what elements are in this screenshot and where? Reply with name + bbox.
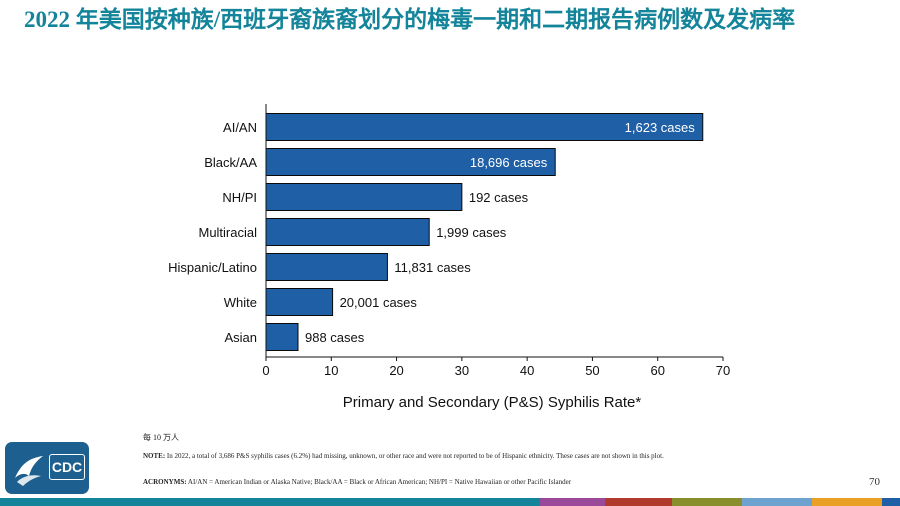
color-strip-segment (605, 498, 672, 506)
category-label: Black/AA (204, 155, 257, 170)
note-label: NOTE: (143, 452, 166, 460)
bar-hispanic-latino (265, 253, 388, 281)
category-label: AI/AN (223, 120, 257, 135)
bar-white (265, 288, 334, 316)
acronyms-text: AI/AN = American Indian or Alaska Native… (186, 478, 572, 486)
bar-multiracial (265, 218, 430, 246)
cdc-logo: CDC (5, 442, 89, 494)
data-label: 20,001 cases (340, 295, 418, 310)
acronyms-label: ACRONYMS: (143, 478, 187, 486)
x-tick-label: 20 (389, 363, 403, 378)
color-strip-segment (812, 498, 882, 506)
x-tick-label: 10 (324, 363, 338, 378)
category-label: White (224, 295, 257, 310)
note-footnote: NOTE: In 2022, a total of 3,686 P&S syph… (143, 452, 664, 460)
unit-note: 每 10 万人 (143, 433, 179, 442)
data-label: 18,696 cases (470, 155, 548, 170)
color-strip-segment (672, 498, 742, 506)
bar-black-aa (265, 148, 556, 176)
page-number: 70 (869, 476, 880, 488)
category-label: Hispanic/Latino (168, 260, 257, 275)
bar-asian (265, 323, 299, 351)
x-tick-label: 60 (650, 363, 664, 378)
color-strip (0, 498, 900, 506)
bar-ai-an (265, 113, 704, 141)
note-text: In 2022, a total of 3,686 P&S syphilis c… (165, 452, 664, 460)
data-label: 1,623 cases (625, 120, 696, 135)
x-tick-label: 40 (520, 363, 534, 378)
data-label: 988 cases (305, 330, 365, 345)
x-tick-label: 50 (585, 363, 599, 378)
x-axis-title: Primary and Secondary (P&S) Syphilis Rat… (343, 394, 642, 411)
color-strip-segment (0, 498, 130, 506)
color-strip-segment (742, 498, 812, 506)
color-strip-segment (540, 498, 605, 506)
slide-title: 2022 年美国按种族/西班牙裔族裔划分的梅毒一期和二期报告病例数及发病率 (24, 7, 796, 32)
acronyms-footnote: ACRONYMS: AI/AN = American Indian or Ala… (143, 478, 571, 486)
data-label: 1,999 cases (436, 225, 507, 240)
hhs-eagle-icon (15, 456, 43, 486)
x-tick-label: 70 (716, 363, 730, 378)
data-label: 192 cases (469, 190, 529, 205)
category-label: Asian (224, 330, 257, 345)
color-strip-segment (130, 498, 540, 506)
category-label: NH/PI (222, 190, 257, 205)
color-strip-segment (882, 498, 900, 506)
data-label: 11,831 cases (394, 260, 471, 275)
x-tick-label: 30 (455, 363, 469, 378)
bar-nh-pi (265, 183, 463, 211)
cdc-logo-text: CDC (49, 454, 85, 480)
category-label: Multiracial (198, 225, 257, 240)
x-tick-label: 0 (262, 363, 269, 378)
